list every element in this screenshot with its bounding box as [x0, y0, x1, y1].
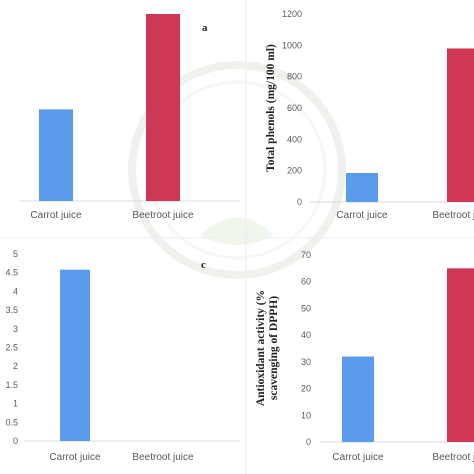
bar-beetroot-juice [146, 14, 180, 201]
y-tick-label: 0 [13, 436, 18, 446]
bar-carrot-juice [60, 269, 90, 441]
bar-beetroot-juice [447, 48, 474, 202]
y-tick-label: 1000 [282, 40, 302, 50]
panel-letter: c [201, 259, 206, 271]
y-tick-label: 40 [301, 330, 311, 340]
y-axis-title: Total phenols (mg/100 ml) [265, 44, 277, 172]
y-tick-label: 0.5 [5, 417, 18, 427]
y-tick-label: 3 [13, 324, 18, 334]
x-category-label: Beetroot juice [132, 210, 194, 221]
y-tick-label: 50 [301, 303, 311, 313]
y-tick-label: 10 [301, 410, 311, 420]
y-tick-label: 1 [13, 399, 18, 409]
y-tick-label: 4 [13, 286, 18, 296]
bar-carrot-juice [342, 356, 374, 442]
y-tick-label: 60 [301, 277, 311, 287]
y-tick-label: 5 [13, 249, 18, 259]
y-tick-label: 200 [287, 166, 302, 176]
chart-panel-3: 0 0.5 1 1.5 2 2.5 3 3.5 4 4.5 5 Carrot juice Beetroo… [5, 249, 240, 463]
x-category-label: Carrot juice [49, 452, 101, 463]
x-category-label: Beetroot juice [132, 452, 194, 463]
panel-letter: a [202, 22, 208, 34]
charts-layer: Carrot juice Beetroot juicea0200400600800… [5, 9, 474, 463]
chart-panel-4: 0 10 20 30 40 50 60 70 Carrot juice Beetroot juic… [255, 250, 474, 463]
y-tick-label: 20 [301, 384, 311, 394]
y-tick-label: 0 [306, 437, 311, 447]
y-tick-label: 30 [301, 357, 311, 367]
x-category-label: Carrot juice [30, 210, 82, 221]
chart-panel-2: 0 200 400 600 800 1000 1200 Carrot juice Beetroo… [265, 9, 474, 221]
y-tick-label: 1200 [282, 9, 302, 19]
y-tick-label: 4.5 [5, 268, 18, 278]
y-tick-label: 3.5 [5, 305, 18, 315]
y-tick-label: 2.5 [5, 343, 18, 353]
x-category-label: Beetroot juice [432, 452, 474, 463]
bar-carrot-juice [39, 109, 73, 201]
y-axis-title-line: scavenging of DPPH) [268, 296, 280, 400]
y-tick-label: 400 [287, 134, 302, 144]
y-tick-label: 70 [301, 250, 311, 260]
y-tick-label: 800 [287, 72, 302, 82]
y-tick-label: 2 [13, 361, 18, 371]
x-category-label: Beetroot juice [432, 210, 474, 221]
y-tick-label: 1.5 [5, 380, 18, 390]
y-axis-title: Antioxidant activity (%scavenging of DPP… [255, 290, 280, 406]
chart-panel-1: Carrot juice Beetroot juice a [20, 14, 240, 221]
y-axis-title-line: Antioxidant activity (% [255, 290, 267, 406]
x-category-label: Carrot juice [332, 452, 384, 463]
y-tick-label: 600 [287, 103, 302, 113]
y-tick-label: 0 [297, 197, 302, 207]
x-category-label: Carrot juice [336, 210, 388, 221]
bar-beetroot-juice [447, 268, 474, 442]
bar-carrot-juice [346, 173, 378, 202]
